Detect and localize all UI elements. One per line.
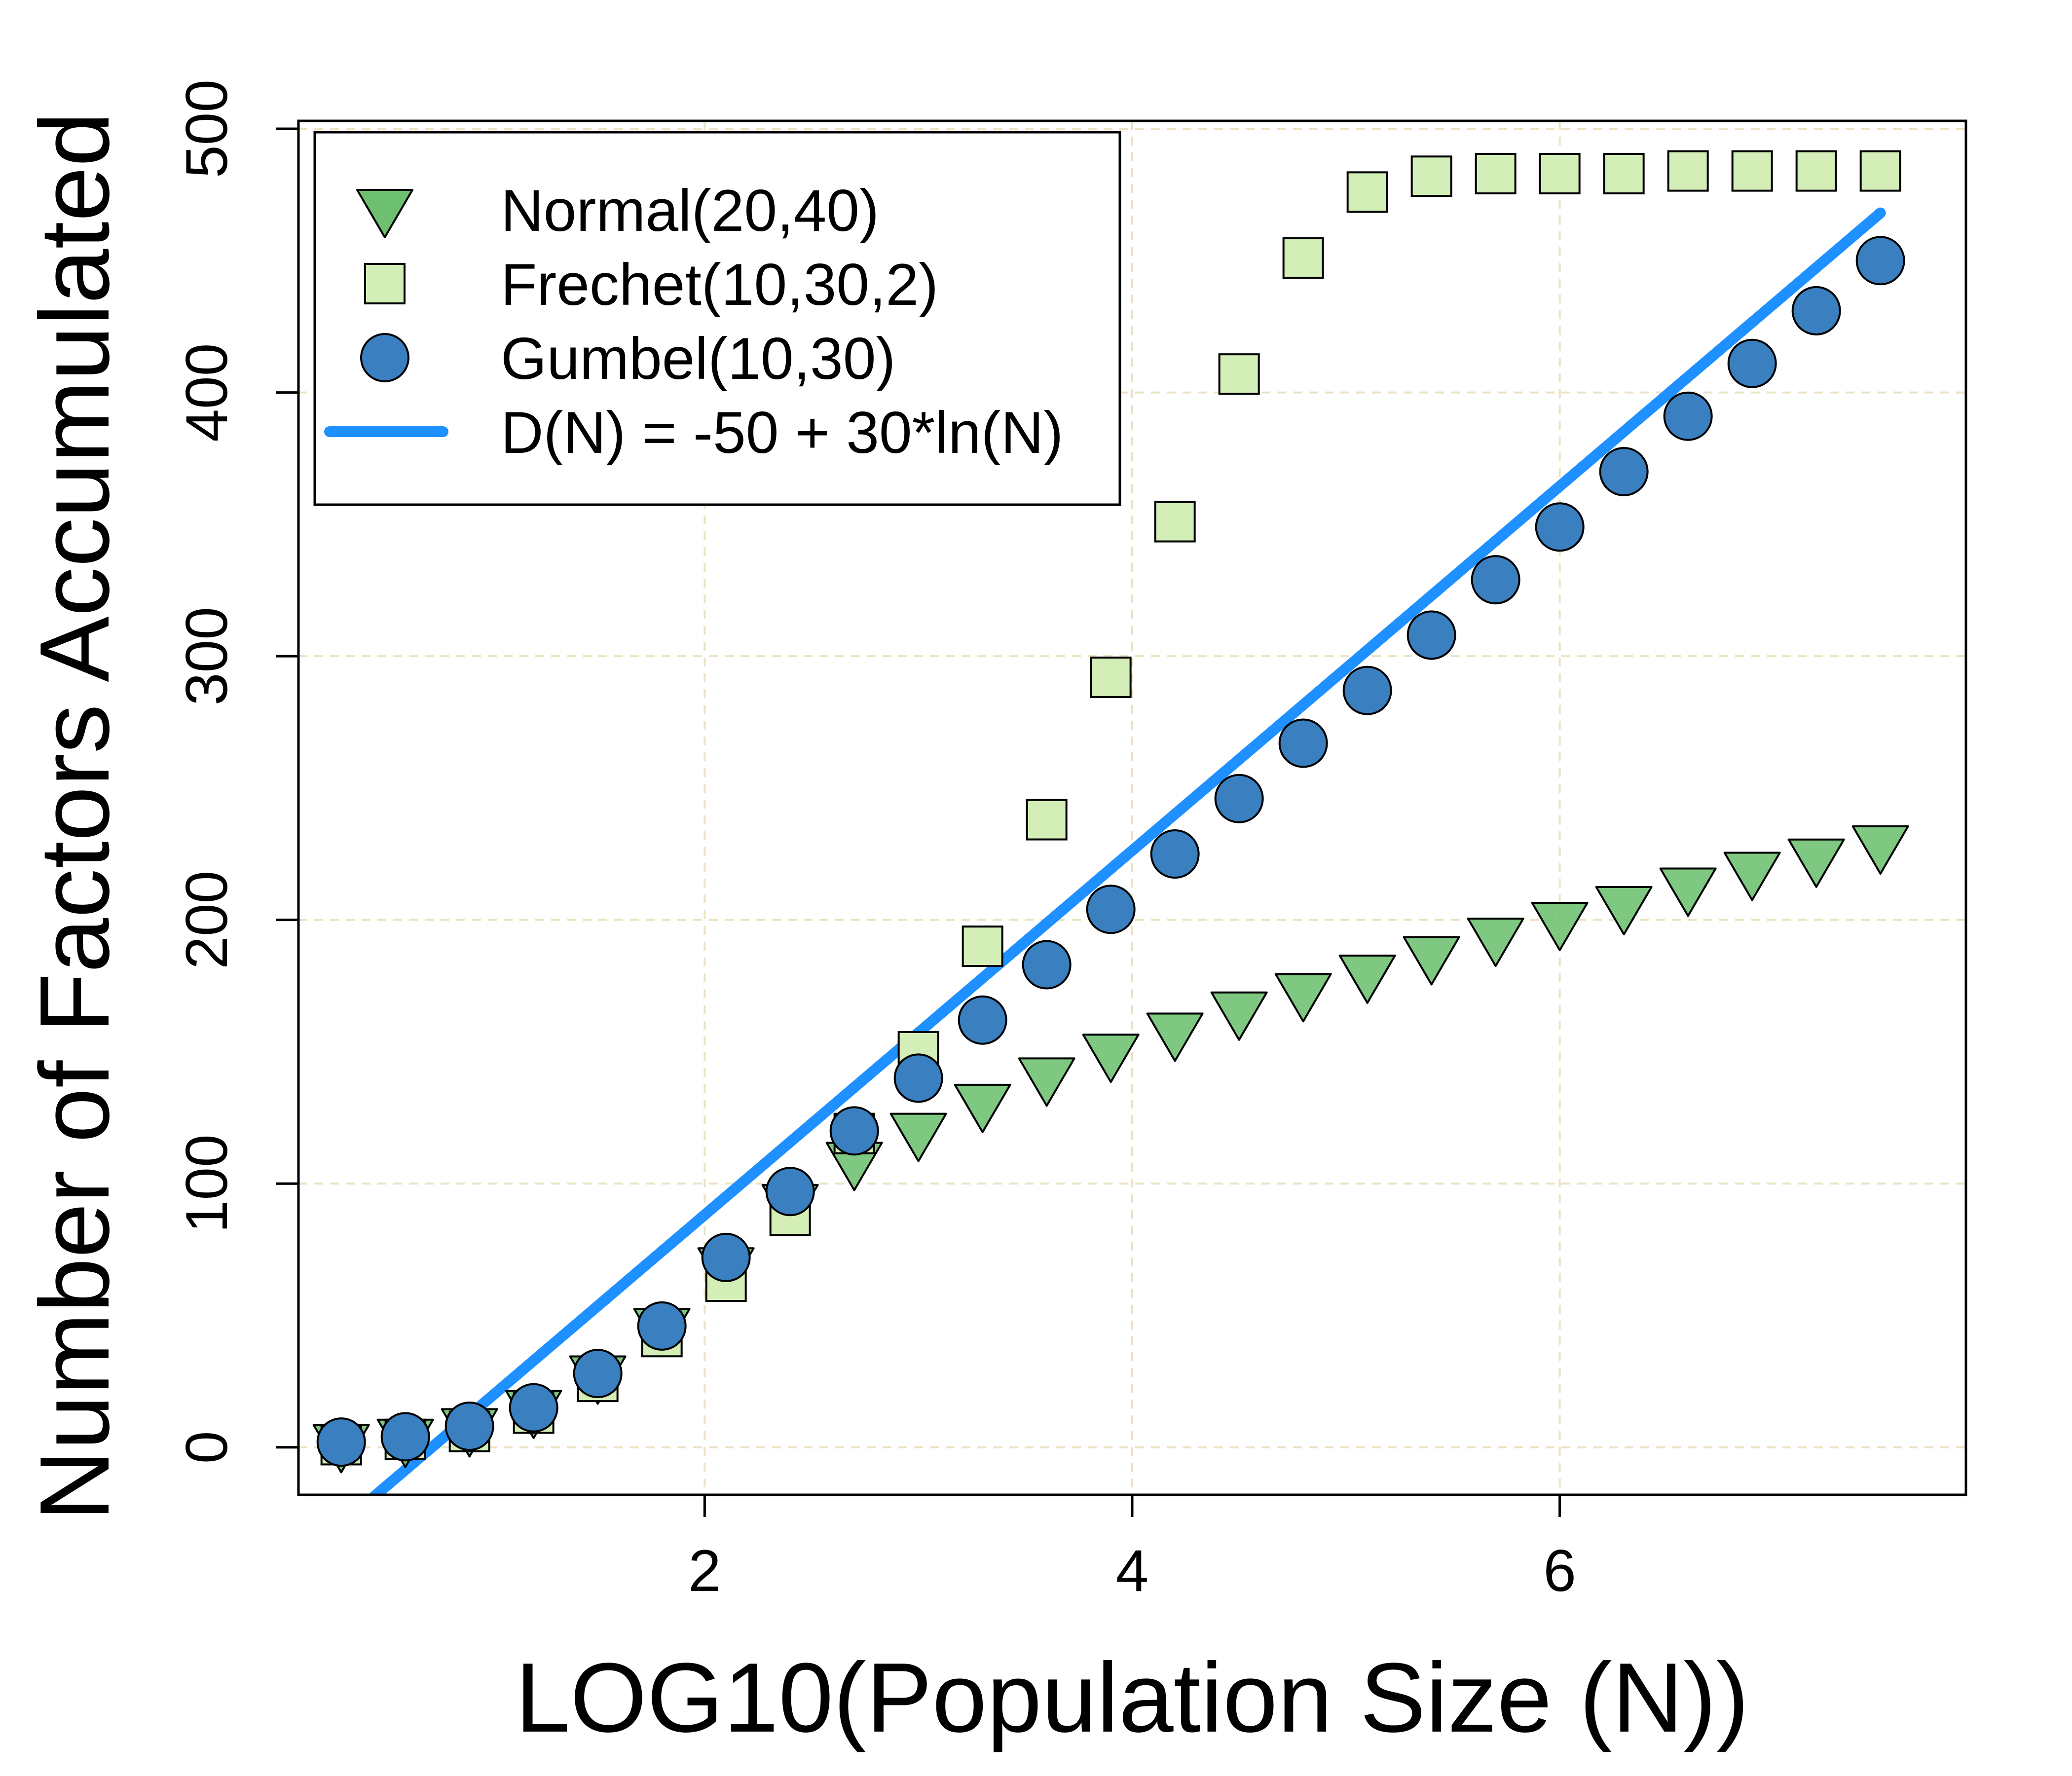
gumbel-point — [958, 995, 1007, 1045]
legend: Normal(20,40) Frechet(10,30,2) Gumbel(10,3… — [313, 131, 1121, 506]
gumbel-point — [573, 1349, 623, 1399]
frechet-point — [1282, 237, 1324, 279]
series-gumbel — [316, 236, 1905, 1467]
gumbel-point — [316, 1417, 366, 1467]
legend-label: Frechet(10,30,2) — [501, 252, 938, 318]
frechet-point — [1475, 152, 1517, 194]
normal-point — [1595, 886, 1653, 935]
y-tick-label: 200 — [174, 871, 240, 969]
frechet-point — [1154, 501, 1196, 543]
normal-point — [1467, 918, 1524, 967]
fit-lines — [368, 207, 1886, 1495]
gumbel-point — [380, 1412, 430, 1462]
legend-triangle-down-icon — [356, 189, 413, 238]
legend-label: Normal(20,40) — [501, 178, 879, 244]
normal-point — [1210, 991, 1268, 1041]
gumbel-point — [1471, 555, 1520, 605]
x-tick-label: 2 — [688, 1538, 721, 1604]
gumbel-point — [637, 1301, 687, 1351]
normal-point — [954, 1083, 1011, 1133]
fit-line — [368, 207, 1886, 1495]
gumbel-point — [1278, 718, 1328, 768]
frechet-point — [1667, 150, 1709, 192]
normal-point — [1018, 1057, 1075, 1107]
normal-point — [1146, 1012, 1204, 1062]
normal-point — [1787, 838, 1845, 888]
gumbel-point — [1086, 885, 1136, 934]
normal-point — [1851, 825, 1909, 875]
normal-point — [1659, 867, 1717, 917]
frechet-point — [1026, 799, 1068, 841]
y-tick-label: 0 — [174, 1431, 240, 1464]
legend-box — [313, 131, 1121, 506]
normal-point — [1531, 902, 1589, 952]
legend-label: Gumbel(10,30) — [501, 326, 895, 392]
normal-point — [1723, 851, 1781, 901]
gumbel-point — [509, 1383, 558, 1433]
frechet-point — [1090, 656, 1132, 698]
gumbel-point — [765, 1167, 815, 1217]
legend-square-icon — [364, 263, 406, 304]
gumbel-point — [1342, 666, 1392, 715]
gumbel-point — [1663, 391, 1713, 441]
frechet-point — [1859, 150, 1901, 192]
gumbel-point — [1855, 236, 1905, 286]
x-tick-label: 4 — [1116, 1538, 1149, 1604]
gumbel-point — [444, 1402, 494, 1451]
y-tick-label: 500 — [174, 79, 240, 178]
normal-point — [1338, 954, 1396, 1004]
normal-point — [1403, 936, 1460, 986]
gumbel-point — [1727, 338, 1777, 388]
x-axis-label: LOG10(Population Size (N)) — [515, 1643, 1749, 1753]
y-tick-label: 400 — [174, 343, 240, 442]
frechet-point — [1795, 150, 1837, 192]
legend-label: D(N) = -50 + 30*ln(N) — [501, 400, 1063, 466]
frechet-point — [1603, 152, 1645, 194]
normal-point — [889, 1112, 947, 1162]
gumbel-point — [1406, 610, 1456, 660]
plot-area — [312, 150, 1909, 1495]
gumbel-point — [829, 1106, 879, 1156]
legend-circle-icon — [360, 333, 409, 382]
frechet-point — [1410, 155, 1452, 197]
frechet-point — [1346, 171, 1388, 213]
normal-point — [1082, 1034, 1140, 1083]
y-axis: 0 100 200 300 400 500 — [174, 79, 298, 1464]
frechet-point — [1218, 353, 1260, 395]
gumbel-point — [1599, 446, 1649, 496]
gumbel-point — [1214, 774, 1264, 823]
gumbel-point — [1150, 829, 1200, 879]
gumbel-point — [1791, 286, 1841, 335]
x-tick-label: 6 — [1543, 1538, 1576, 1604]
gumbel-point — [1535, 502, 1585, 552]
normal-point — [1274, 973, 1332, 1023]
gumbel-point — [1022, 940, 1072, 990]
x-axis: 2 4 6 — [688, 1495, 1576, 1604]
gumbel-point — [701, 1232, 751, 1282]
y-tick-label: 300 — [174, 607, 240, 705]
frechet-point — [1731, 150, 1773, 192]
frechet-point — [1539, 152, 1581, 194]
frechet-point — [962, 925, 1003, 967]
y-axis-label: Number of Factors Accumulated — [20, 112, 130, 1521]
y-tick-label: 100 — [174, 1134, 240, 1233]
gumbel-point — [893, 1053, 943, 1103]
